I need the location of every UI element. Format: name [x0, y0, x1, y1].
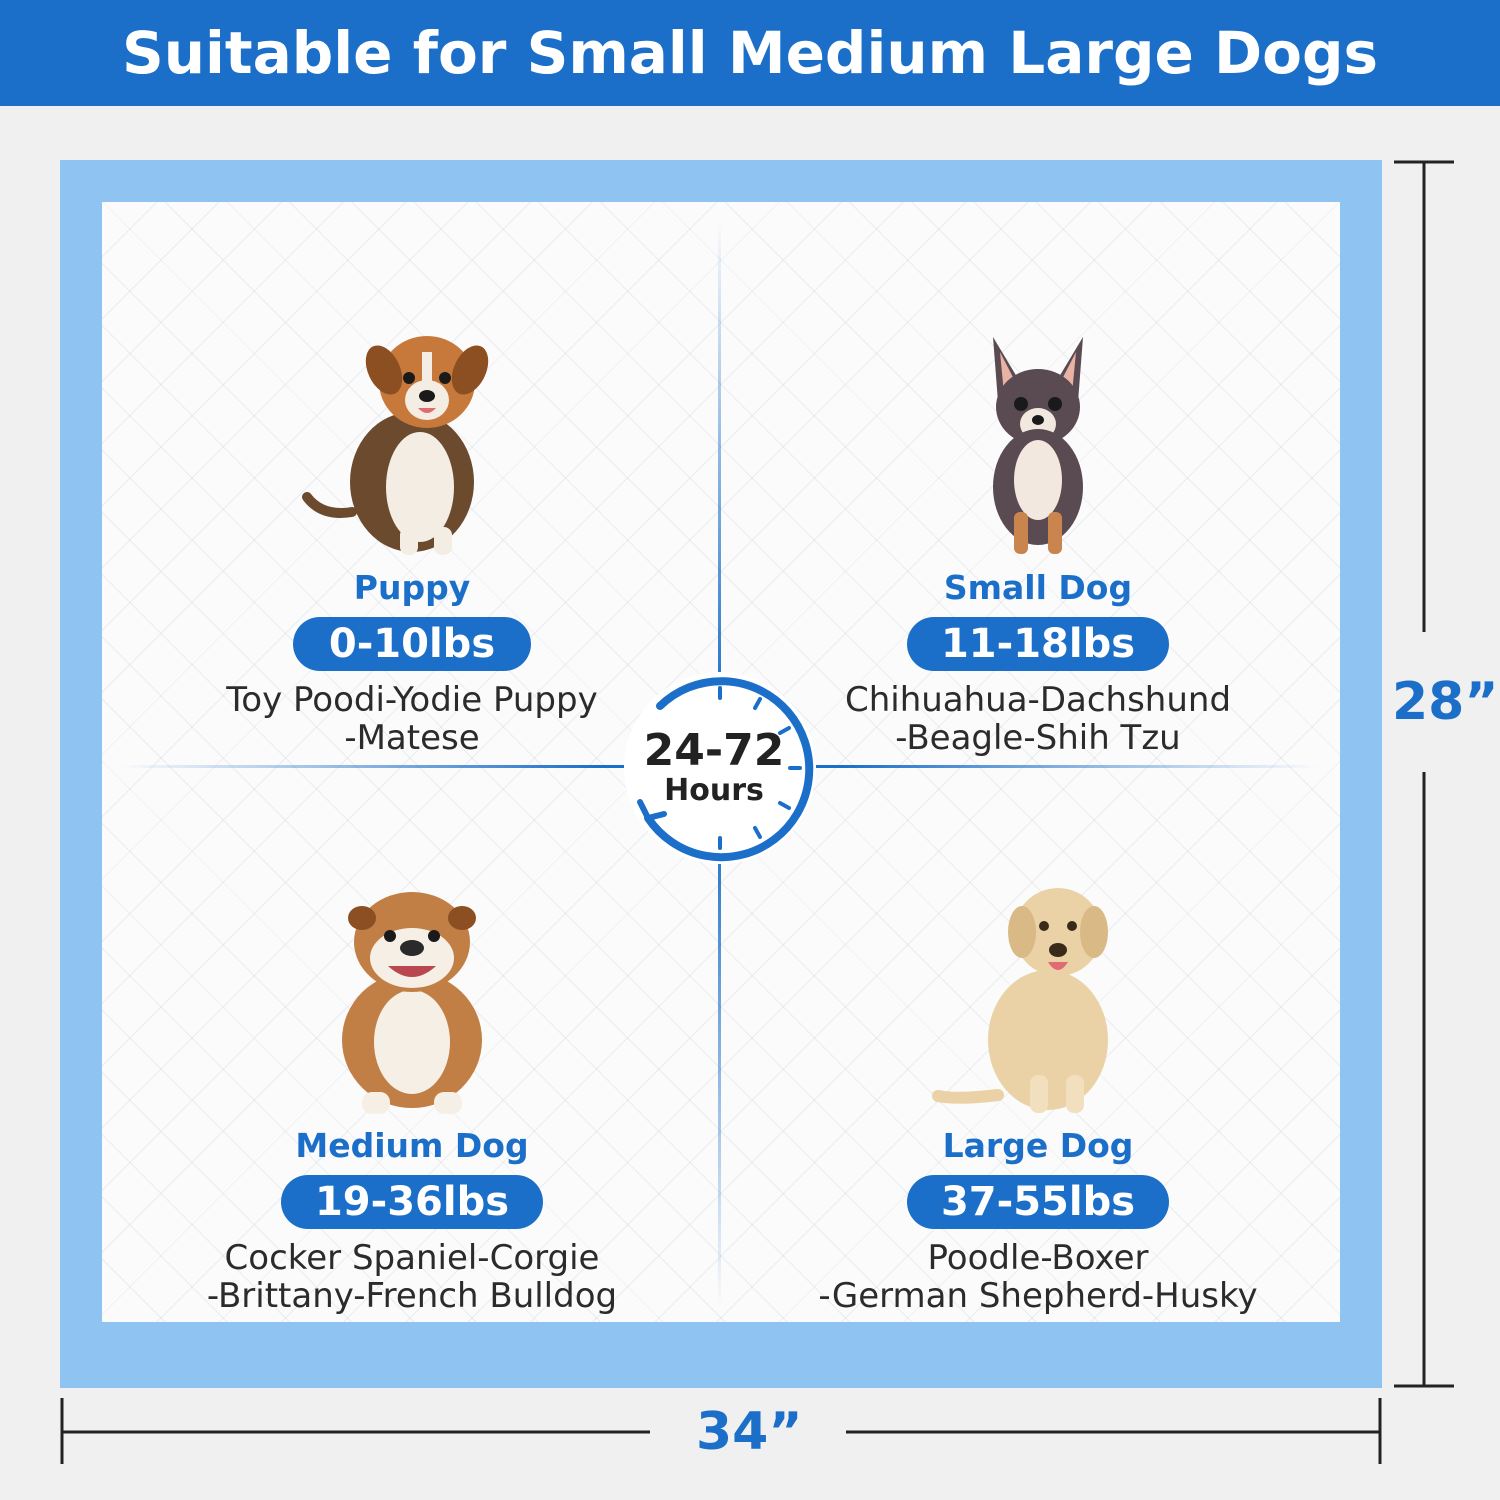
breed-line: -Brittany-French Bulldog [206, 1276, 618, 1316]
hours-label: Hours [664, 773, 764, 808]
breed-line: -Beagle-Shih Tzu [895, 718, 1181, 758]
header-banner: Suitable for Small Medium Large Dogs [0, 0, 1500, 106]
breed-line: -Matese [344, 718, 480, 758]
breed-line: -German Shepherd-Husky [818, 1276, 1258, 1316]
height-dimension-line [1394, 160, 1454, 1388]
quadrant-medium-dog: Medium Dog 19-36lbs Cocker Spaniel-Corgi… [132, 870, 692, 1410]
page-title: Suitable for Small Medium Large Dogs [121, 19, 1379, 87]
hours-range: 24-72 [643, 725, 785, 776]
weight-badge: 37-55lbs [906, 1175, 1170, 1229]
breed-list: Cocker Spaniel-Corgie -Brittany-French B… [207, 1239, 617, 1315]
dog-size-label: Puppy [353, 568, 471, 607]
breed-list: Toy Poodi-Yodie Puppy -Matese [226, 681, 597, 757]
breed-line: Poodle-Boxer [927, 1238, 1149, 1278]
weight-badge: 19-36lbs [280, 1175, 544, 1229]
width-dimension-line [60, 1398, 1382, 1464]
height-label: 28” [1392, 672, 1499, 732]
breed-line: Toy Poodi-Yodie Puppy [226, 680, 598, 720]
puppy-icon [302, 336, 489, 555]
weight-badge: 11-18lbs [906, 617, 1170, 671]
chihuahua-icon [993, 337, 1083, 554]
weight-badge: 0-10lbs [293, 617, 531, 671]
breed-list: Poodle-Boxer -German Shepherd-Husky [818, 1239, 1257, 1315]
height-dimension: 28” [1392, 160, 1499, 1388]
labrador-icon [932, 888, 1108, 1113]
breed-list: Chihuahua-Dachshund -Beagle-Shih Tzu [845, 681, 1231, 757]
width-label: 34” [696, 1402, 803, 1462]
breed-line: Chihuahua-Dachshund [844, 680, 1232, 720]
quadrant-large-dog: Large Dog 37-55lbs Poodle-Boxer -German … [758, 870, 1318, 1410]
dog-size-label: Medium Dog [295, 1126, 529, 1165]
absorption-time-badge: 24-72 Hours [620, 668, 820, 868]
breed-line: Cocker Spaniel-Corgie [224, 1238, 600, 1278]
quadrant-small-dog: Small Dog 11-18lbs Chihuahua-Dachshund -… [758, 312, 1318, 852]
dog-size-label: Small Dog [943, 568, 1133, 607]
dog-size-label: Large Dog [942, 1126, 1134, 1165]
bulldog-icon [342, 892, 482, 1114]
quadrant-puppy: Puppy 0-10lbs Toy Poodi-Yodie Puppy -Mat… [132, 312, 692, 852]
clock-icon [624, 672, 816, 864]
width-dimension: 34” [60, 1396, 1382, 1466]
